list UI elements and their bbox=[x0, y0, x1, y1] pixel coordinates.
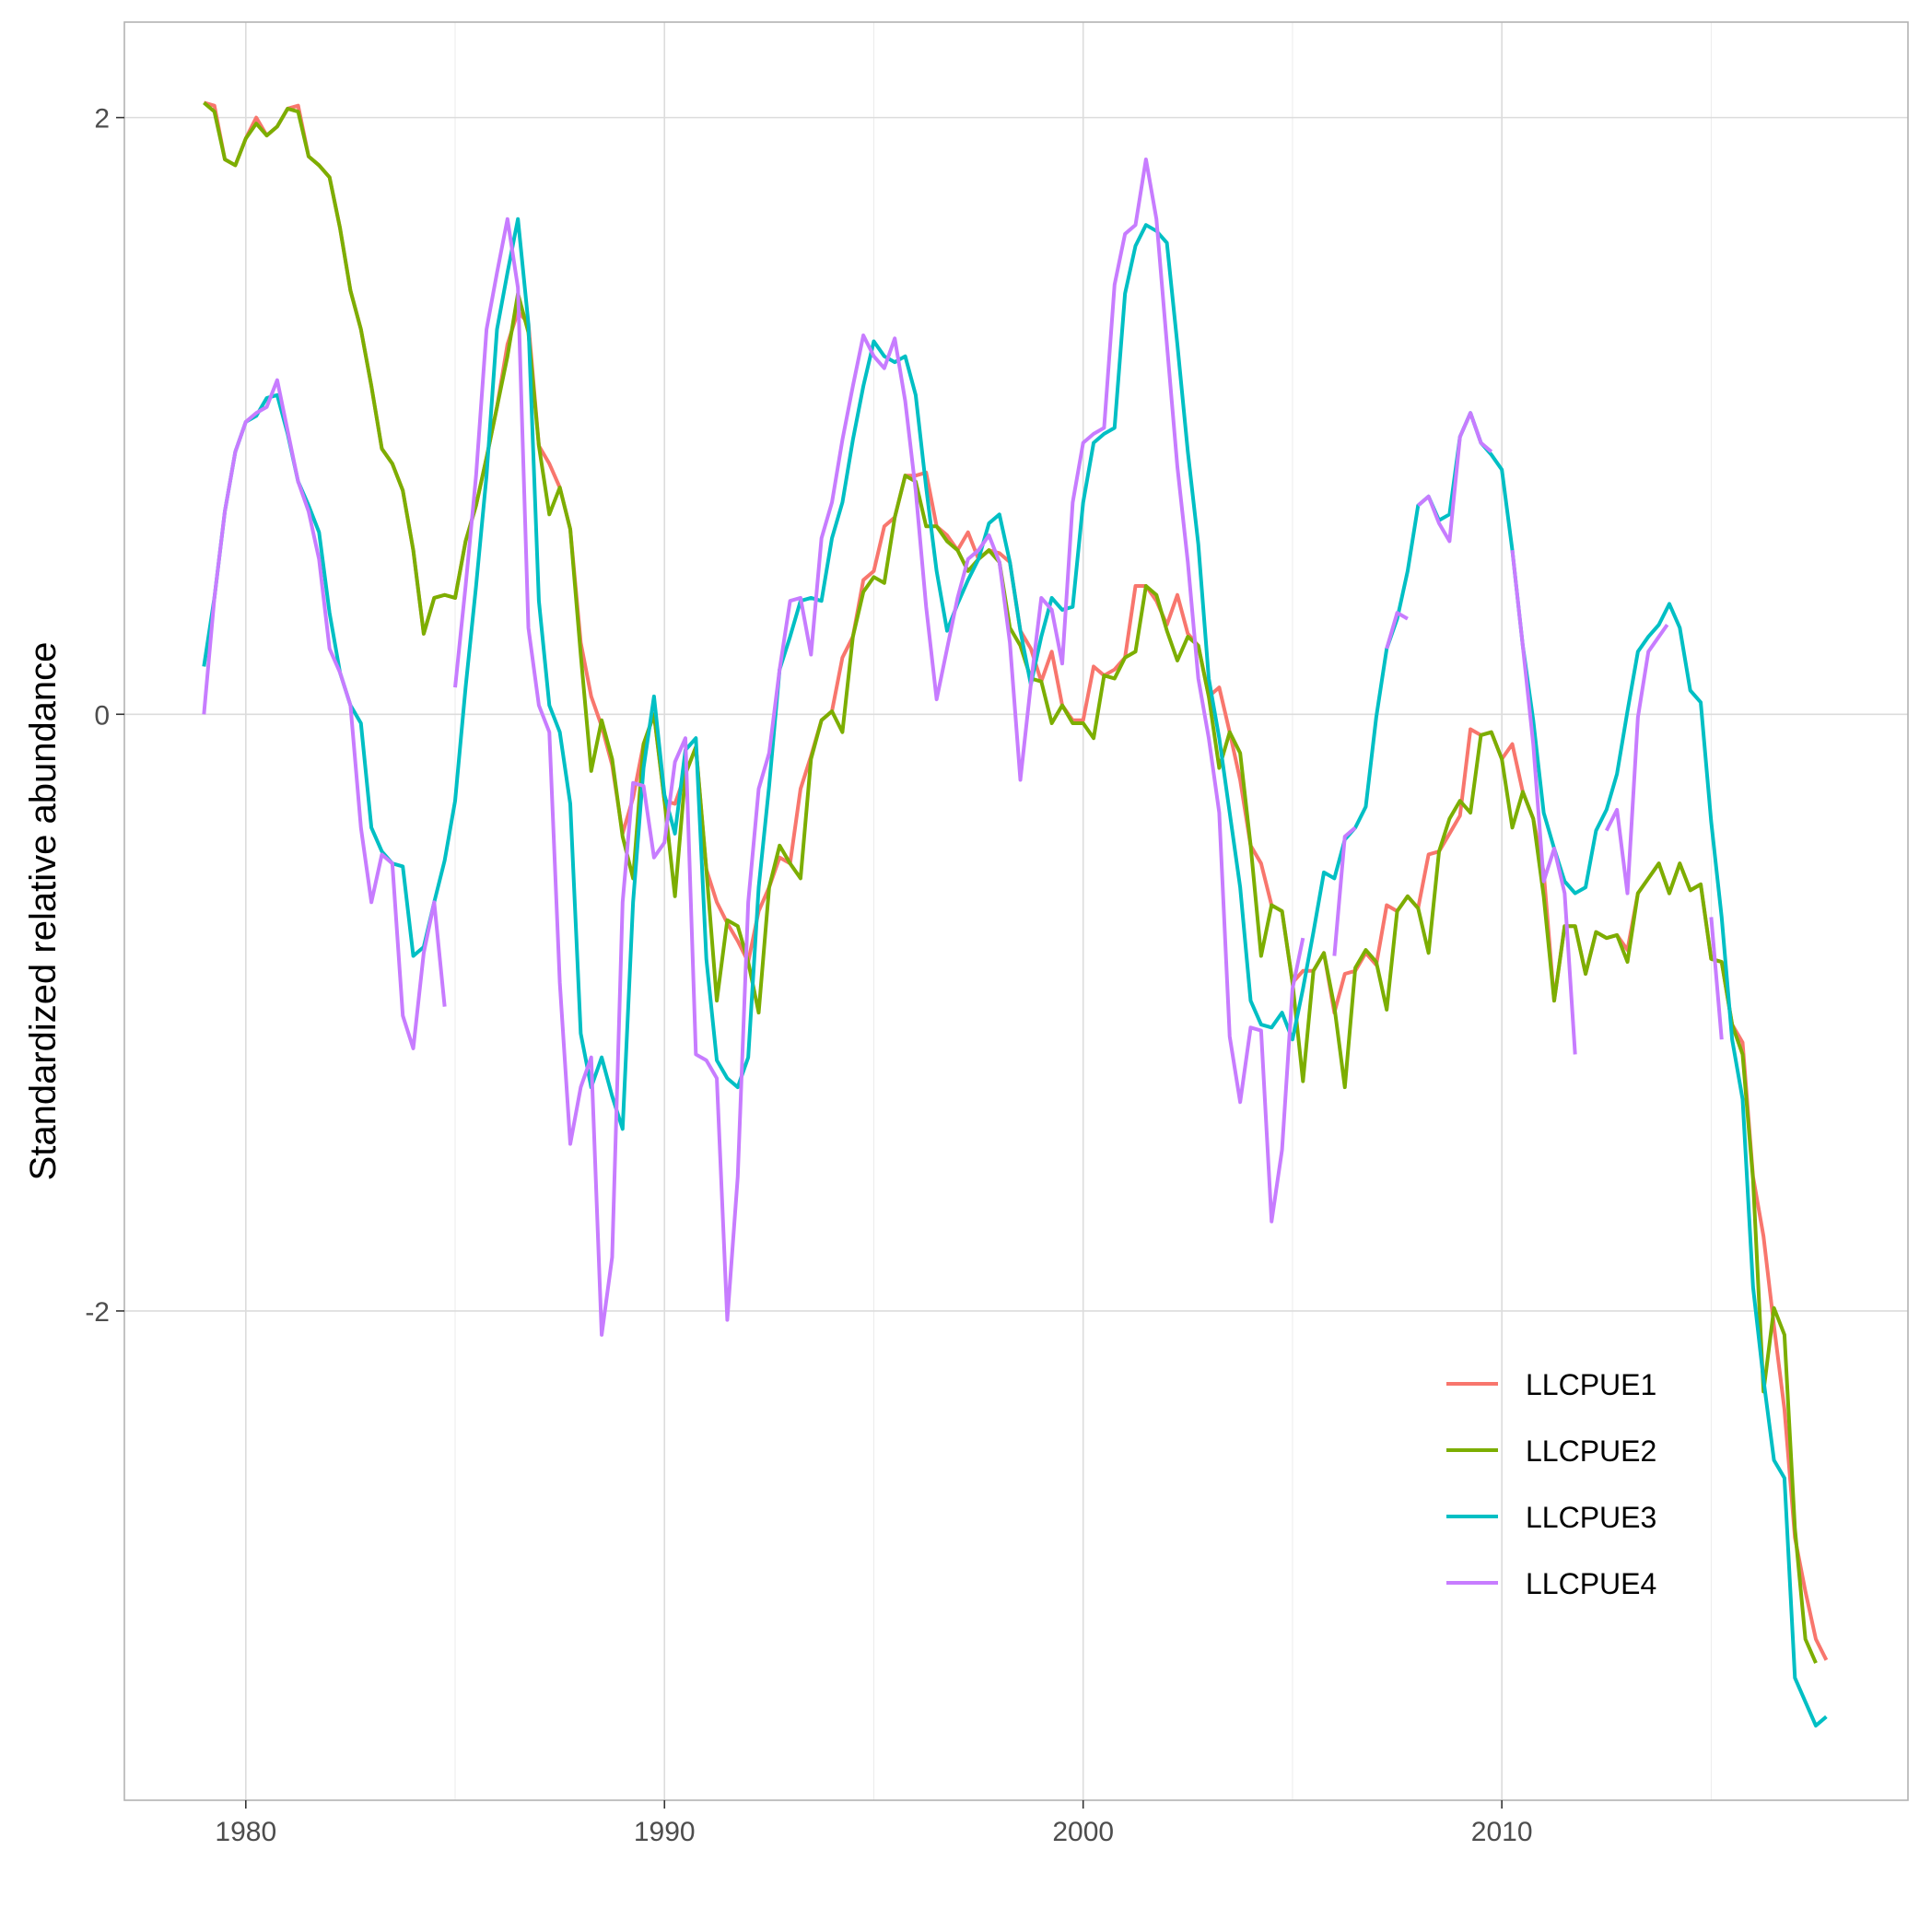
series-lines bbox=[202, 100, 1829, 1728]
legend-label-llcpue3: LLCPUE3 bbox=[1526, 1501, 1656, 1534]
series-line-llcpue4-segment-2 bbox=[1332, 825, 1357, 956]
y-axis-title: Standardized relative abundance bbox=[23, 642, 64, 1181]
series-line-llcpue4-segment-4 bbox=[1416, 411, 1493, 544]
x-axis: 1980 1990 2000 2010 bbox=[215, 1800, 1533, 1847]
y-axis: -2 0 2 bbox=[85, 104, 124, 1328]
y-tick-label: -2 bbox=[85, 1297, 110, 1328]
legend-label-llcpue2: LLCPUE2 bbox=[1526, 1434, 1656, 1468]
series-line-llcpue4-segment-7 bbox=[1709, 917, 1724, 1040]
series-llcpue4 bbox=[202, 157, 1724, 1337]
y-tick-label: 0 bbox=[94, 700, 110, 731]
plot-panel-background bbox=[124, 22, 1908, 1800]
x-tick-label: 2000 bbox=[1052, 1817, 1114, 1847]
legend-label-llcpue4: LLCPUE4 bbox=[1526, 1567, 1656, 1600]
series-line-llcpue4-segment-0 bbox=[202, 378, 447, 1050]
x-tick-label: 1980 bbox=[215, 1817, 276, 1847]
series-line-llcpue4-segment-6 bbox=[1605, 623, 1669, 896]
series-line-llcpue4-segment-1 bbox=[453, 157, 1305, 1337]
series-line-llcpue4-segment-3 bbox=[1385, 611, 1409, 650]
x-tick-label: 1990 bbox=[634, 1817, 696, 1847]
legend-label-llcpue1: LLCPUE1 bbox=[1526, 1368, 1656, 1401]
major-gridlines bbox=[124, 22, 1908, 1800]
y-tick-label: 2 bbox=[94, 104, 110, 135]
plot-panel-border bbox=[123, 21, 1909, 1801]
series-line-llcpue4-segment-5 bbox=[1510, 549, 1577, 1055]
legend: LLCPUE1 LLCPUE2 LLCPUE3 LLCPUE4 bbox=[1446, 1368, 1656, 1600]
x-tick-label: 2010 bbox=[1471, 1817, 1533, 1847]
